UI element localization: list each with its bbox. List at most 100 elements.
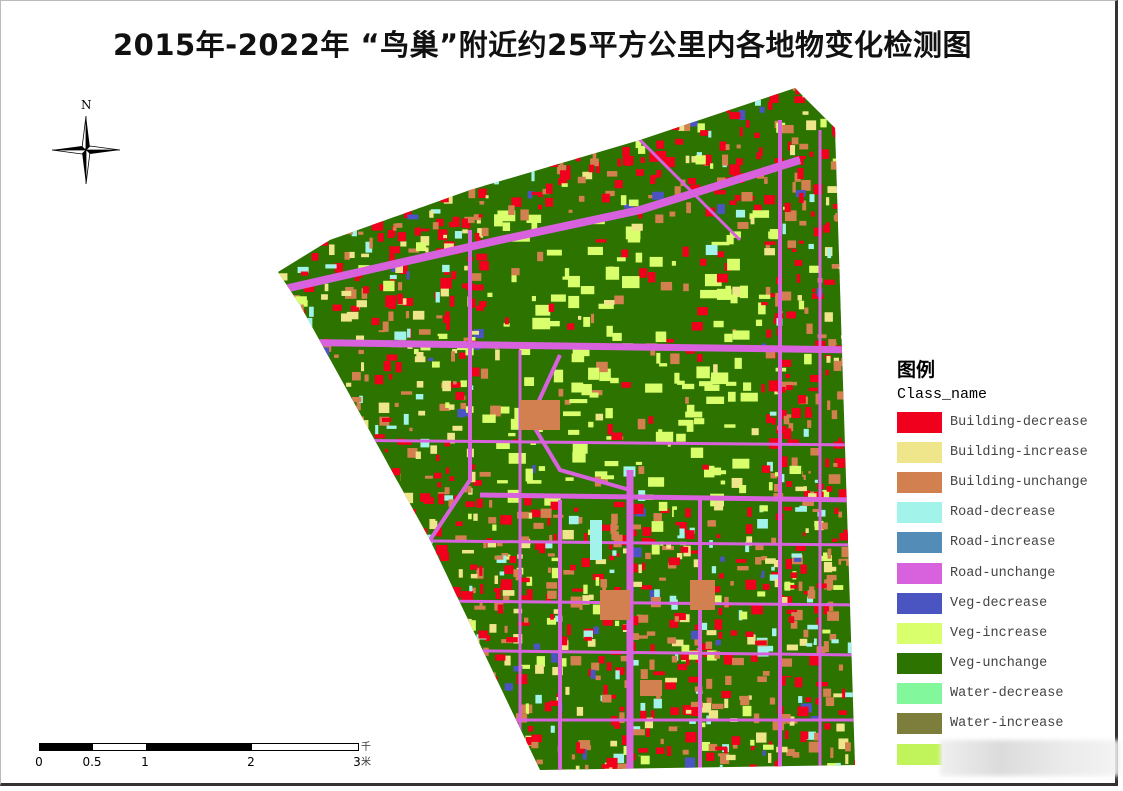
land-cover-patch [517,622,530,626]
land-cover-patch [500,515,513,525]
land-cover-patch [594,637,601,641]
land-cover-patch [416,351,424,362]
land-cover-patch [305,523,316,527]
land-cover-patch [309,306,314,317]
land-cover-patch [466,88,477,95]
land-cover-patch [546,582,558,589]
land-cover-patch [746,681,752,691]
land-cover-patch [437,88,447,93]
veg-increase-patch [635,252,643,263]
veg-increase-patch [655,431,674,443]
land-cover-patch [854,186,855,191]
land-cover-patch [433,704,441,716]
land-cover-patch [437,482,442,488]
land-cover-patch [460,380,467,388]
land-cover-patch [374,374,384,385]
land-cover-patch [380,138,387,142]
land-cover-patch [409,714,421,723]
land-cover-patch [298,304,304,315]
land-cover-patch [379,716,387,727]
land-cover-patch [429,518,438,530]
land-cover-patch [271,440,277,444]
land-cover-patch [366,456,376,462]
land-cover-patch [483,180,491,188]
land-cover-patch [293,518,304,524]
land-cover-patch [504,655,511,666]
land-cover-patch [735,559,747,563]
land-cover-patch [295,572,303,581]
land-cover-patch [413,731,422,741]
land-cover-patch [411,641,420,648]
land-cover-patch [413,645,425,655]
land-cover-patch [495,744,506,754]
land-cover-patch [780,186,790,192]
land-cover-patch [862,239,871,244]
land-cover-patch [487,88,495,93]
land-cover-patch [425,247,429,253]
land-cover-patch [353,169,365,173]
veg-increase-patch [727,258,740,271]
land-cover-patch [677,380,685,385]
land-cover-patch [841,560,847,571]
land-cover-patch [421,583,433,589]
land-cover-patch [766,414,771,423]
land-cover-patch [658,770,666,779]
land-cover-patch [312,650,316,657]
land-cover-patch [336,555,343,565]
land-cover-patch [807,590,816,599]
land-cover-patch [592,152,597,159]
land-cover-patch [419,695,424,706]
land-cover-patch [455,171,460,178]
land-cover-patch [762,583,770,590]
land-cover-patch [475,697,486,709]
land-cover-patch [640,669,648,680]
land-cover-patch [820,218,827,225]
land-cover-patch [408,152,419,162]
land-cover-patch [845,287,851,299]
land-cover-patch [575,152,581,162]
land-cover-patch [294,206,302,216]
land-cover-patch [506,144,517,150]
land-cover-patch [459,352,466,359]
veg-increase-patch [699,381,713,387]
land-cover-patch [375,424,379,436]
land-cover-patch [307,350,318,357]
land-cover-patch [827,548,832,559]
land-cover-patch [321,148,326,155]
land-cover-patch [773,559,779,568]
land-cover-patch [711,566,717,577]
land-cover-patch [318,229,329,240]
land-cover-patch [774,484,782,492]
land-cover-patch [312,461,320,466]
veg-increase-patch [567,275,580,288]
land-cover-patch [422,587,432,595]
land-cover-patch [286,779,290,787]
scale-tick-label: 0.5 [82,755,102,769]
land-cover-patch [305,551,312,558]
land-cover-patch [632,563,638,573]
land-cover-patch [496,541,503,547]
land-cover-patch [504,143,512,150]
land-cover-patch [369,472,379,479]
land-cover-patch [272,629,276,639]
land-cover-patch [492,524,497,531]
land-cover-patch [637,418,646,430]
veg-increase-patch [732,330,750,340]
land-cover-patch [475,236,481,243]
veg-increase-patch [739,285,748,299]
land-cover-patch [633,729,645,736]
land-cover-patch [831,268,844,277]
land-cover-patch [309,622,317,628]
land-cover-patch [802,200,807,211]
land-cover-patch [558,178,568,185]
land-cover-patch [307,106,312,111]
land-cover-patch [750,739,755,746]
land-cover-patch [685,396,689,404]
land-cover-patch [392,649,401,660]
land-cover-patch [338,699,347,710]
land-cover-patch [298,580,311,590]
land-cover-patch [305,144,315,153]
land-cover-patch [373,654,385,659]
land-cover-patch [817,334,827,339]
land-cover-patch [284,106,296,117]
